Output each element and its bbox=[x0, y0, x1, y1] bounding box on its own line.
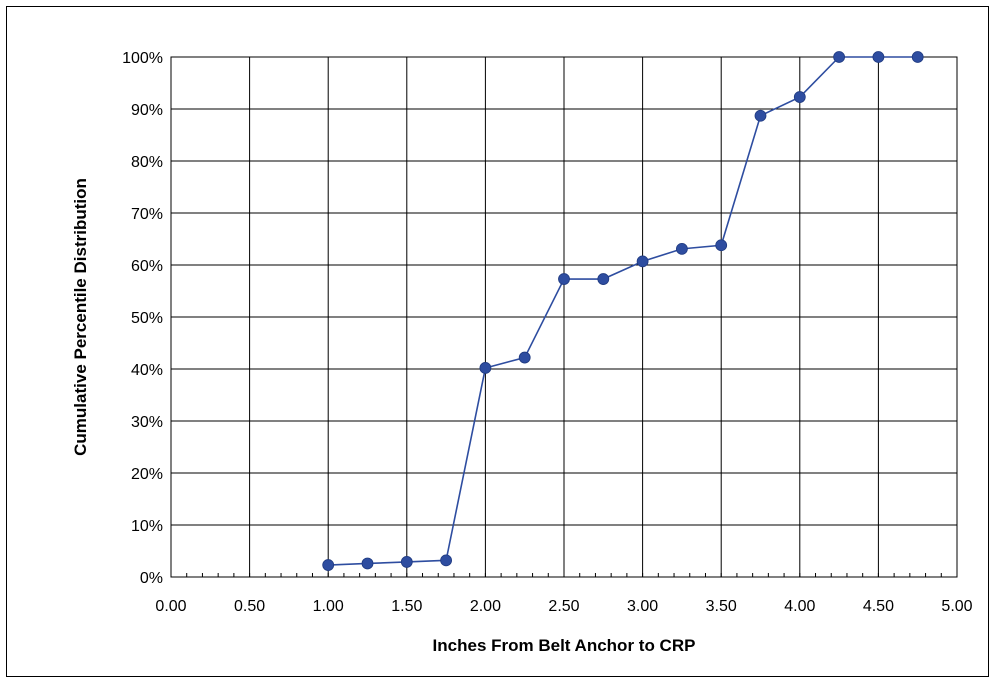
data-point bbox=[518, 351, 531, 364]
y-tick-label: 50% bbox=[131, 310, 163, 327]
y-tick-label: 90% bbox=[131, 102, 163, 119]
x-axis-title: Inches From Belt Anchor to CRP bbox=[433, 636, 696, 655]
x-tick-label: 4.00 bbox=[784, 598, 815, 615]
data-point bbox=[754, 109, 767, 122]
y-tick-label: 60% bbox=[131, 258, 163, 275]
data-point bbox=[597, 273, 610, 285]
x-tick-label: 0.00 bbox=[155, 598, 186, 615]
y-tick-label: 20% bbox=[131, 466, 163, 483]
data-point bbox=[440, 554, 453, 567]
y-tick-label: 0% bbox=[140, 570, 163, 587]
x-tick-label: 3.00 bbox=[627, 598, 658, 615]
data-points bbox=[322, 51, 924, 571]
data-point bbox=[715, 239, 728, 252]
data-point bbox=[479, 362, 492, 374]
x-tick-label: 1.50 bbox=[391, 598, 422, 615]
x-tick-label: 2.50 bbox=[548, 598, 579, 615]
chart-frame bbox=[6, 6, 989, 677]
y-axis-tick-labels: 0% 10% 20% 30% 40% 50% 60% 70% 80% 90% 100% bbox=[122, 50, 163, 587]
x-axis-minor-ticks bbox=[170, 573, 958, 577]
data-point bbox=[793, 91, 806, 103]
data-point bbox=[322, 559, 335, 571]
x-axis-tick-labels: 0.00 0.50 1.00 1.50 2.00 2.50 3.00 3.50 4.00 4.50… bbox=[155, 598, 972, 615]
data-point bbox=[833, 51, 845, 63]
x-tick-label: 2.00 bbox=[470, 598, 501, 615]
data-point bbox=[400, 556, 413, 568]
y-tick-label: 40% bbox=[131, 362, 163, 379]
x-tick-label: 0.50 bbox=[234, 598, 265, 615]
x-tick-label: 4.50 bbox=[863, 598, 894, 615]
y-axis-title: Cumulative Percentile Distribution bbox=[71, 178, 90, 456]
data-point bbox=[558, 273, 570, 285]
grid bbox=[170, 56, 958, 578]
y-tick-label: 80% bbox=[131, 154, 163, 171]
x-tick-label: 5.00 bbox=[941, 598, 972, 615]
x-tick-label: 3.50 bbox=[706, 598, 737, 615]
data-point bbox=[361, 557, 374, 570]
y-tick-label: 30% bbox=[131, 414, 163, 431]
data-point bbox=[911, 51, 924, 63]
data-point bbox=[676, 242, 688, 255]
y-tick-label: 100% bbox=[122, 50, 163, 67]
data-point bbox=[872, 51, 885, 63]
series-line bbox=[328, 56, 918, 566]
y-tick-label: 10% bbox=[131, 518, 163, 535]
y-tick-label: 70% bbox=[131, 206, 163, 223]
x-tick-label: 1.00 bbox=[313, 598, 344, 615]
data-point bbox=[636, 255, 649, 268]
